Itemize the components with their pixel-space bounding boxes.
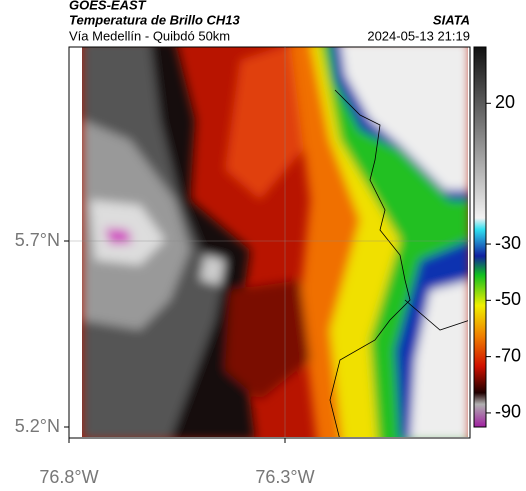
colorbar-tick-label: -70 [495, 345, 521, 365]
title: Temperatura de Brillo CH13 [69, 12, 241, 27]
x-tick-label: 76.8°W [39, 467, 98, 487]
source-label: GOES-EAST [69, 0, 147, 12]
datetime: 2024-05-13 21:19 [367, 28, 470, 43]
colorbar-tick-label: 20 [495, 92, 515, 112]
colorbar-tick-label: -50 [495, 289, 521, 309]
colorbar [473, 46, 487, 428]
y-tick-label: 5.2°N [15, 416, 60, 436]
org-label: SIATA [433, 12, 470, 27]
satellite-image [82, 47, 468, 437]
x-tick-label: 76.3°W [255, 467, 314, 487]
y-tick-label: 5.7°N [15, 230, 60, 250]
colorbar-tick-label: -90 [495, 402, 521, 422]
colorbar-tick-label: -30 [495, 233, 521, 253]
subtitle: Vía Medellín - Quibdó 50km [69, 28, 230, 43]
map-frame [68, 46, 471, 439]
